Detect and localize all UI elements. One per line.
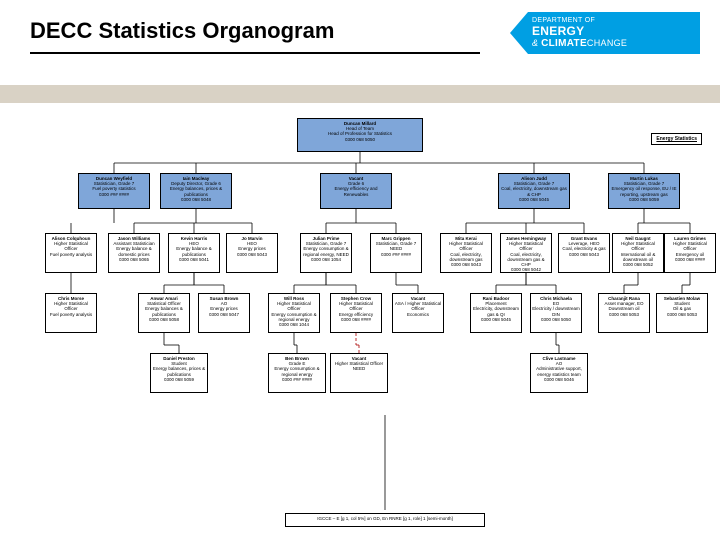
org-node: Sebastien MolawStudentOil & gas0300 068 … [656, 293, 708, 333]
decc-logo: DEPARTMENT OF ENERGY & CLIMATECHANGE [510, 12, 700, 54]
footer-note: IGCCE – E [g 1, col 5%] on GD, En RNRE [… [285, 513, 485, 527]
org-node: Jason WilliamsAssistant StatisticianEner… [108, 233, 160, 273]
org-node: Iain MacleayDeputy Director, Grade 6Ener… [160, 173, 232, 209]
header: DECC Statistics Organogram DEPARTMENT OF… [0, 0, 720, 70]
org-node: Ben BrownGrade EEnergy consumption & reg… [268, 353, 326, 393]
org-node: Julian PrimeStatistician, Grade 7Energy … [300, 233, 352, 273]
org-node: Alison ColquhounHigher Statistical Offic… [45, 233, 97, 273]
org-node: Lauren GrimesHigher Statistical OfficerE… [664, 233, 716, 273]
org-node: VacantHigher Statistical OfficerNEED [330, 353, 388, 393]
side-label: Energy Statistics [651, 133, 702, 145]
title-underline [30, 52, 480, 54]
org-node: Martin LukasStatistician, Grade 7Emergen… [608, 173, 680, 209]
org-node: Alison JuddStatistician, Grade 7Coal, el… [498, 173, 570, 209]
org-node: VacantASA / Higher Statistical OfficerEc… [392, 293, 444, 333]
header-band [0, 85, 720, 103]
org-node: Chris MichaelaEOElectricity / downstream… [530, 293, 582, 333]
org-node: Will RossHigher Statistical OfficerEnerg… [268, 293, 320, 333]
page-title: DECC Statistics Organogram [30, 18, 334, 44]
org-node: James HemingwayHigher Statistical Office… [500, 233, 552, 273]
org-node: Duncan WeyfieldStatistician, Grade 7Fuel… [78, 173, 150, 209]
org-node: Grant EvansLeverage, HEOCoal, electricit… [558, 233, 610, 273]
org-node: Daniel PrestonStudentEnergy balances, pr… [150, 353, 208, 393]
org-node: Stephen CrowHigher Statistical OfficerEn… [330, 293, 382, 333]
org-node: Jo MarvinHEOEnergy prices0300 068 5043 [226, 233, 278, 273]
org-node: VacantGrade 6Energy efficiency and Renew… [320, 173, 392, 209]
org-node: Marc GrippenStatistician, Grade 7NEED030… [370, 233, 422, 273]
org-node: Clive LastnameAOAdministrative support, … [530, 353, 588, 393]
org-node: Susan BrownAOEnergy prices0300 068 5047 [198, 293, 250, 333]
org-root: Duncan Millard Head of Team Head of Prof… [297, 118, 423, 152]
org-node: Anwar AmariStatistical OfficerEnergy bal… [138, 293, 190, 333]
org-node: Rani BadoorPlacementElectricity, downstr… [470, 293, 522, 333]
org-node: Kevin HarrisHEOEnergy balance & publicat… [168, 233, 220, 273]
org-chart: Energy Statistics Duncan Millard Head of… [0, 115, 720, 535]
org-node: Charanjit RanaAsset manager, EODownstrea… [598, 293, 650, 333]
org-node: Neil GaugntHigher Statistical OfficerInt… [612, 233, 664, 273]
org-node: Chris MorseHigher Statistical OfficerFue… [45, 293, 97, 333]
org-node: Mita KeraiHigher Statistical OfficerCoal… [440, 233, 492, 273]
